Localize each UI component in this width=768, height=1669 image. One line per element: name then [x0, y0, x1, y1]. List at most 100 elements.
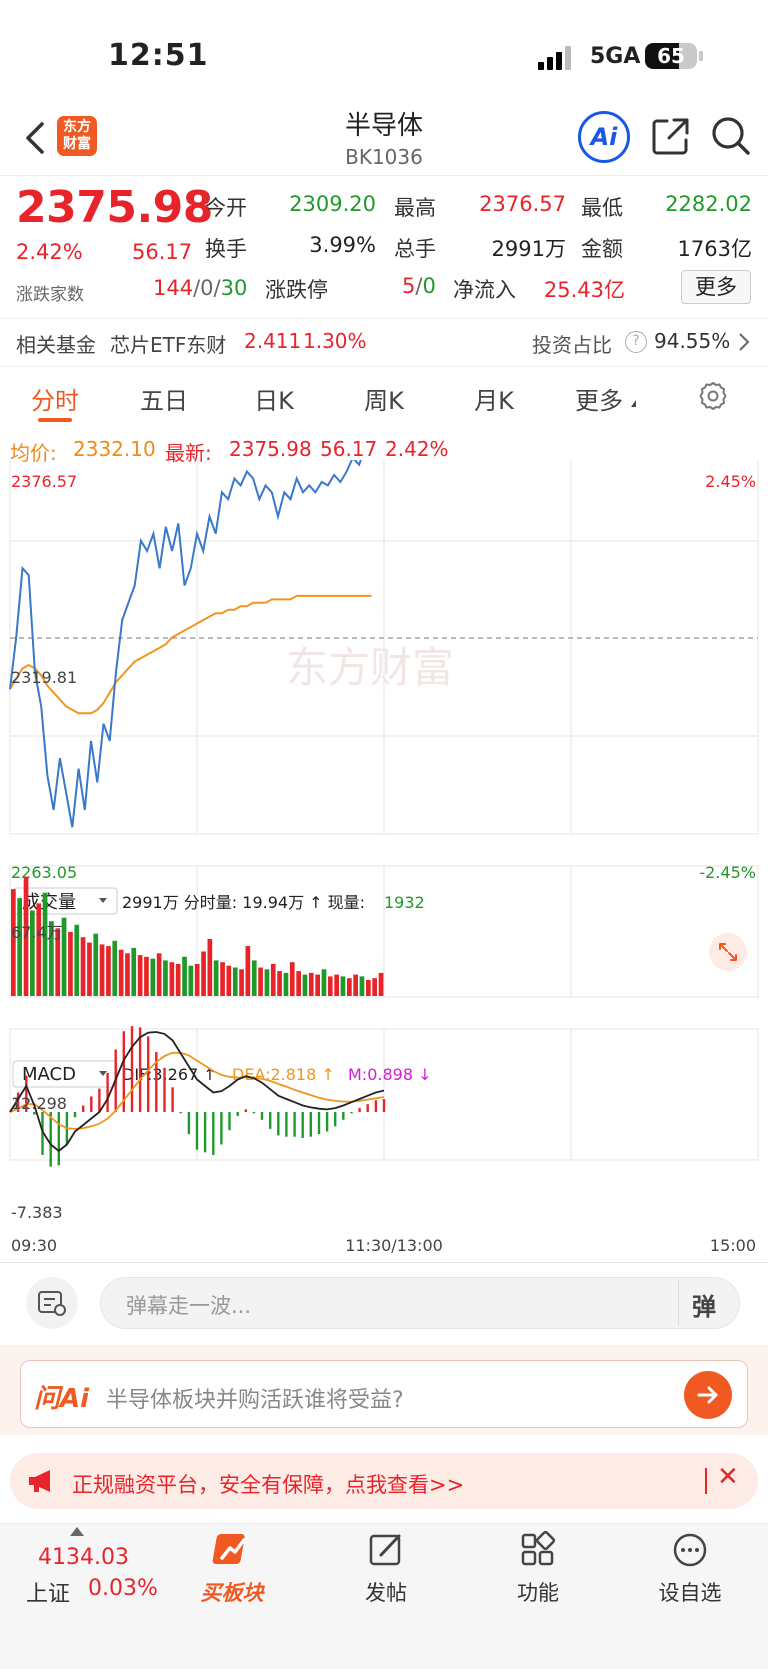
ask-ai-box[interactable]: [20, 1360, 748, 1428]
bottom-nav: [0, 1523, 768, 1669]
fund-pct: 1.30%: [303, 329, 367, 353]
netflow-label: 净流入: [453, 278, 516, 302]
volume-layer: [11, 876, 384, 996]
index-value[interactable]: 4134.03: [38, 1545, 129, 1570]
y-axis-top: 2376.57: [11, 472, 77, 491]
volume-bar: [55, 928, 61, 996]
volume-bar: [372, 978, 377, 996]
macd-selector[interactable]: [12, 1060, 118, 1088]
ask-ai-question[interactable]: 半导体板块并购活跃谁将受益?: [106, 1388, 404, 1413]
grid-icon: [521, 1530, 556, 1566]
pct-axis-top: 2.45%: [705, 472, 756, 491]
limit-up: 5: [402, 274, 416, 298]
ask-ai-logo: 问Ai: [34, 1384, 90, 1414]
network-label: 5GA: [590, 44, 641, 69]
help-icon[interactable]: ?: [625, 331, 647, 353]
chevron-right-icon[interactable]: [738, 332, 750, 352]
volume-bar: [93, 933, 99, 996]
volume-bar: [36, 903, 42, 996]
open-value: 2309.20: [289, 192, 376, 216]
volume-bar: [220, 962, 225, 996]
volume-bar: [213, 960, 219, 996]
board-code: BK1036: [345, 145, 423, 169]
volume-bar: [321, 969, 327, 996]
fund-price: 2.411: [244, 329, 302, 353]
time-start: 09:30: [11, 1236, 57, 1255]
volume-bar: [226, 965, 232, 996]
ai-button[interactable]: Ai: [578, 111, 630, 163]
buy-board-button[interactable]: [182, 1530, 282, 1574]
status-time: 12:51: [108, 38, 209, 73]
volume-bar: [23, 876, 29, 996]
tab-intraday[interactable]: 分时: [31, 387, 79, 415]
volume-bar: [17, 898, 22, 996]
tab-five-day[interactable]: 五日: [140, 387, 188, 415]
volume-bar: [315, 974, 320, 996]
time-mid: 11:30/13:00: [345, 1236, 443, 1255]
ad-text[interactable]: 正规融资平台，安全有保障，点我查看>>: [72, 1473, 465, 1497]
volume-bar: [296, 971, 301, 996]
volume-bar: [87, 942, 92, 996]
share-icon[interactable]: [650, 115, 692, 157]
quote-more-button[interactable]: 更多: [681, 270, 751, 304]
tab-weekly-k[interactable]: 周K: [364, 387, 404, 415]
volume-bar: [68, 931, 73, 996]
functions-button[interactable]: [488, 1530, 588, 1574]
fund-name[interactable]: 芯片ETF东财: [110, 333, 227, 357]
volume-bar: [194, 964, 200, 996]
danmu-placeholder: 弹幕走一波...: [126, 1294, 252, 1318]
volume-bar: [118, 949, 124, 996]
volume-selector-label: 成交量: [22, 892, 76, 913]
volume-bar: [251, 960, 257, 996]
volume-bar: [156, 953, 162, 996]
y-axis-bottom: 2263.05: [11, 863, 77, 882]
volume-value: 2991万: [491, 237, 566, 261]
index-pct: 0.03%: [88, 1576, 158, 1601]
index-name[interactable]: 上证: [26, 1582, 71, 1607]
close-icon[interactable]: ✕: [717, 1462, 739, 1492]
volume-bar: [175, 964, 181, 996]
time-end: 15:00: [710, 1236, 756, 1255]
search-icon[interactable]: [710, 115, 752, 157]
volume-bar: [340, 976, 346, 996]
volume-bar: [378, 972, 384, 996]
avg-label: 均价:: [10, 441, 57, 465]
volume-bar: [125, 953, 130, 996]
chart-grid: [9, 460, 759, 1161]
ad-banner[interactable]: [10, 1453, 758, 1509]
danmu-input[interactable]: [100, 1277, 740, 1329]
volume-bar: [61, 917, 67, 996]
buy-board-label[interactable]: 买板块: [200, 1581, 264, 1605]
post-label[interactable]: 发帖: [365, 1581, 407, 1605]
low-label: 最低: [581, 196, 623, 220]
volume-bar: [232, 967, 238, 996]
post-button[interactable]: [336, 1530, 436, 1574]
tab-more-caret-icon: [631, 400, 636, 407]
back-icon[interactable]: [22, 118, 52, 158]
tab-daily-k[interactable]: 日K: [254, 387, 294, 415]
tab-active-indicator: [38, 418, 72, 422]
danmu-settings-button[interactable]: [26, 1277, 78, 1329]
volume-bar: [74, 924, 80, 996]
latest-pct: 2.42%: [385, 437, 449, 461]
index-expand-icon[interactable]: [70, 1527, 84, 1536]
functions-label[interactable]: 功能: [517, 1581, 559, 1605]
expand-button[interactable]: [709, 933, 747, 971]
gear-icon[interactable]: [697, 380, 729, 412]
volume-bar: [258, 967, 263, 996]
add-watchlist-button[interactable]: [640, 1530, 740, 1574]
volume-bar: [80, 937, 86, 996]
tab-monthly-k[interactable]: 月K: [474, 387, 514, 415]
macd-dea: DEA:2.818 ↑: [232, 1065, 335, 1084]
macd-layer: [9, 1026, 386, 1167]
danmu-toggle-button[interactable]: 弹: [692, 1293, 716, 1321]
intraday-chart[interactable]: 东方财富 2376.57 2319.81 2263.05 2.45% -2.45…: [0, 460, 768, 1260]
logo-line-1: 东方: [63, 119, 91, 135]
limit-sep: /: [415, 274, 423, 298]
add-watchlist-label[interactable]: 设自选: [658, 1581, 722, 1605]
macd-bottom-label: -7.383: [11, 1203, 63, 1222]
tab-more[interactable]: 更多: [575, 387, 623, 415]
breadth-label: 涨跌家数: [16, 285, 84, 305]
battery-nub: [699, 51, 703, 61]
volume-bar: [270, 964, 276, 996]
